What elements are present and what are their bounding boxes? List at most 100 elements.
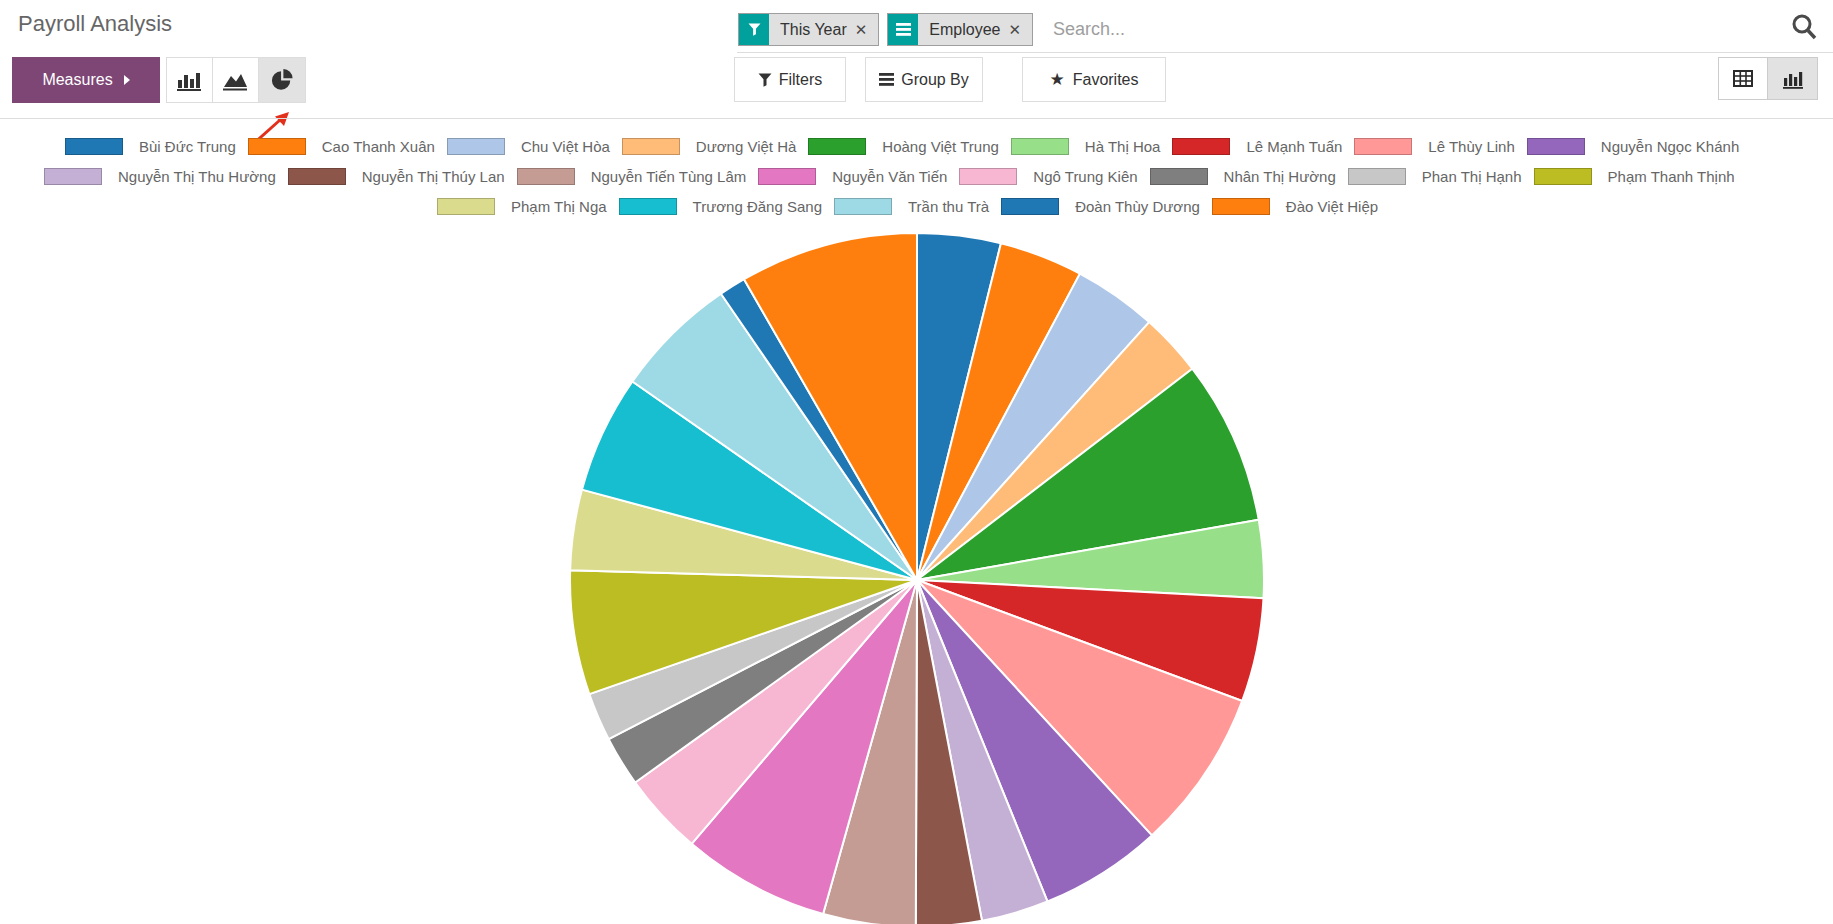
legend-swatch (1011, 138, 1069, 155)
area-chart-icon (223, 70, 248, 91)
facet-employee: Employee ✕ (887, 13, 1033, 46)
legend-label: Hà Thị Hoa (1085, 138, 1161, 155)
legend-item[interactable]: Trần thu Trà (834, 198, 989, 215)
view-switcher (1718, 57, 1818, 100)
page-title: Payroll Analysis (18, 11, 172, 37)
measures-label: Measures (42, 71, 112, 89)
legend-item[interactable]: Phan Thị Hạnh (1348, 168, 1522, 185)
search-input[interactable]: Search... (1053, 19, 1125, 40)
legend-label: Dương Việt Hà (696, 138, 796, 155)
legend-label: Đào Việt Hiệp (1286, 198, 1378, 215)
legend-row: Nguyễn Thị Thu Hường Nguyễn Thị Thúy Lan N… (0, 161, 1833, 191)
legend-label: Trương Đăng Sang (693, 198, 822, 215)
search-facets: This Year ✕ Employee ✕ Search... (738, 13, 1125, 46)
group-by-button[interactable]: Group By (865, 57, 983, 102)
legend-swatch (1527, 138, 1585, 155)
legend-item[interactable]: Hoàng Việt Trung (808, 138, 998, 155)
facet-label: This Year (769, 14, 855, 45)
star-icon: ★ (1049, 69, 1064, 90)
filter-icon (739, 14, 769, 45)
legend-label: Nguyễn Văn Tiến (832, 168, 947, 185)
legend-item[interactable]: Nguyễn Thị Thu Hường (44, 168, 276, 185)
legend-swatch (288, 168, 346, 185)
legend-label: Nguyễn Ngọc Khánh (1601, 138, 1739, 155)
legend-item[interactable]: Dương Việt Hà (622, 138, 796, 155)
area-chart-button[interactable] (213, 58, 259, 102)
legend-item[interactable]: Cao Thanh Xuân (248, 138, 435, 155)
legend-swatch (622, 138, 680, 155)
legend-item[interactable]: Bùi Đức Trung (65, 138, 236, 155)
legend-label: Đoàn Thùy Dương (1075, 198, 1200, 215)
legend-item[interactable]: Đào Việt Hiệp (1212, 198, 1378, 215)
legend-swatch (1348, 168, 1406, 185)
legend-label: Lê Thùy Linh (1428, 138, 1514, 155)
legend-item[interactable]: Nguyễn Thị Thúy Lan (288, 168, 505, 185)
legend-swatch (517, 168, 575, 185)
pie-chart (567, 229, 1267, 924)
legend-swatch (1172, 138, 1230, 155)
group-by-icon (879, 73, 894, 86)
legend-swatch (65, 138, 123, 155)
legend-label: Phan Thị Hạnh (1422, 168, 1522, 185)
legend-swatch (808, 138, 866, 155)
divider (0, 118, 1833, 119)
legend-item[interactable]: Hà Thị Hoa (1011, 138, 1161, 155)
legend-label: Bùi Đức Trung (139, 138, 236, 155)
search-bar: This Year ✕ Employee ✕ Search... (737, 0, 1833, 53)
legend-swatch (619, 198, 677, 215)
legend-swatch (44, 168, 102, 185)
pivot-view-button[interactable] (1719, 58, 1768, 99)
legend-item[interactable]: Trương Đăng Sang (619, 198, 822, 215)
legend-item[interactable]: Đoàn Thùy Dương (1001, 198, 1200, 215)
legend-swatch (447, 138, 505, 155)
facet-label: Employee (918, 14, 1008, 45)
legend-swatch (1150, 168, 1208, 185)
legend-label: Phạm Thị Nga (511, 198, 607, 215)
group-by-icon (888, 14, 918, 45)
search-icon[interactable] (1791, 13, 1817, 44)
legend-label: Nguyễn Thị Thúy Lan (362, 168, 505, 185)
legend-item[interactable]: Lê Thùy Linh (1354, 138, 1514, 155)
legend-swatch (758, 168, 816, 185)
legend-swatch (1354, 138, 1412, 155)
legend-swatch (959, 168, 1017, 185)
pivot-table-icon (1733, 70, 1753, 87)
bar-chart-button[interactable] (167, 58, 213, 102)
legend-swatch (1001, 198, 1059, 215)
graph-view-icon (1782, 69, 1804, 89)
legend-item[interactable]: Ngô Trung Kiên (959, 168, 1137, 185)
bar-chart-icon (177, 70, 202, 91)
chart-legend: Bùi Đức Trung Cao Thanh Xuân Chu Việt Hòa D… (0, 131, 1833, 221)
legend-label: Nhân Thị Hường (1224, 168, 1336, 185)
chart-type-switcher (166, 57, 306, 103)
graph-view-button[interactable] (1768, 58, 1817, 99)
legend-label: Chu Việt Hòa (521, 138, 610, 155)
filters-button[interactable]: Filters (734, 57, 846, 102)
legend-item[interactable]: Nhân Thị Hường (1150, 168, 1336, 185)
pie-chart-button[interactable] (259, 58, 305, 102)
legend-item[interactable]: Lê Mạnh Tuấn (1172, 138, 1342, 155)
legend-label: Nguyễn Tiến Tùng Lâm (591, 168, 747, 185)
caret-right-icon (124, 75, 130, 85)
legend-row: Bùi Đức Trung Cao Thanh Xuân Chu Việt Hòa D… (0, 131, 1833, 161)
legend-swatch (1212, 198, 1270, 215)
legend-swatch (834, 198, 892, 215)
facet-this-year: This Year ✕ (738, 13, 879, 46)
legend-label: Hoàng Việt Trung (882, 138, 998, 155)
legend-item[interactable]: Nguyễn Ngọc Khánh (1527, 138, 1739, 155)
facet-remove-icon[interactable]: ✕ (1008, 14, 1032, 45)
filters-label: Filters (779, 71, 823, 89)
favorites-button[interactable]: ★ Favorites (1022, 57, 1166, 102)
group-by-label: Group By (901, 71, 969, 89)
legend-item[interactable]: Chu Việt Hòa (447, 138, 610, 155)
legend-label: Ngô Trung Kiên (1033, 168, 1137, 185)
legend-item[interactable]: Phạm Thị Nga (437, 198, 607, 215)
legend-swatch (248, 138, 306, 155)
facet-remove-icon[interactable]: ✕ (855, 14, 879, 45)
legend-item[interactable]: Nguyễn Văn Tiến (758, 168, 947, 185)
legend-row: Phạm Thị Nga Trương Đăng Sang Trần thu Trà… (0, 191, 1833, 221)
legend-item[interactable]: Phạm Thanh Thịnh (1534, 168, 1735, 185)
pie-chart-icon (271, 69, 293, 91)
legend-item[interactable]: Nguyễn Tiến Tùng Lâm (517, 168, 747, 185)
measures-button[interactable]: Measures (12, 57, 160, 103)
